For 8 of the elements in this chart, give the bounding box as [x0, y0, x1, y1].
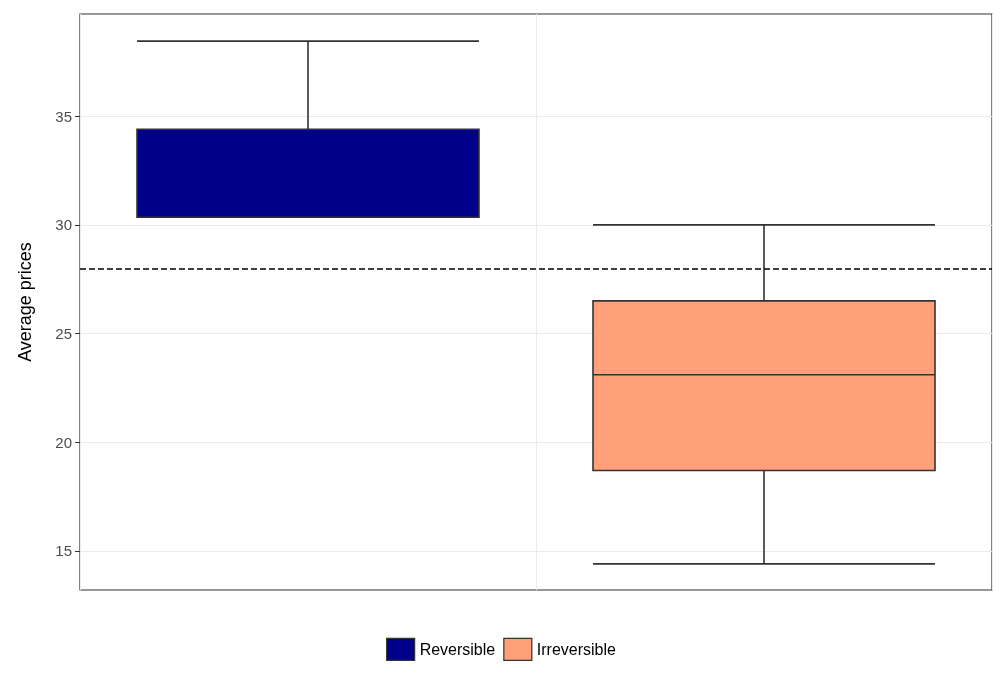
legend-label: Reversible [419, 640, 496, 658]
y-tick-label: 15 [55, 542, 72, 560]
y-tick-label: 20 [55, 433, 72, 451]
y-tick-label: 30 [55, 216, 72, 234]
legend-label: Irreversible [536, 640, 617, 658]
y-tick-label: 35 [55, 107, 72, 125]
y-axis-title: Average prices [15, 242, 35, 362]
y-tick-label: 25 [55, 325, 72, 343]
